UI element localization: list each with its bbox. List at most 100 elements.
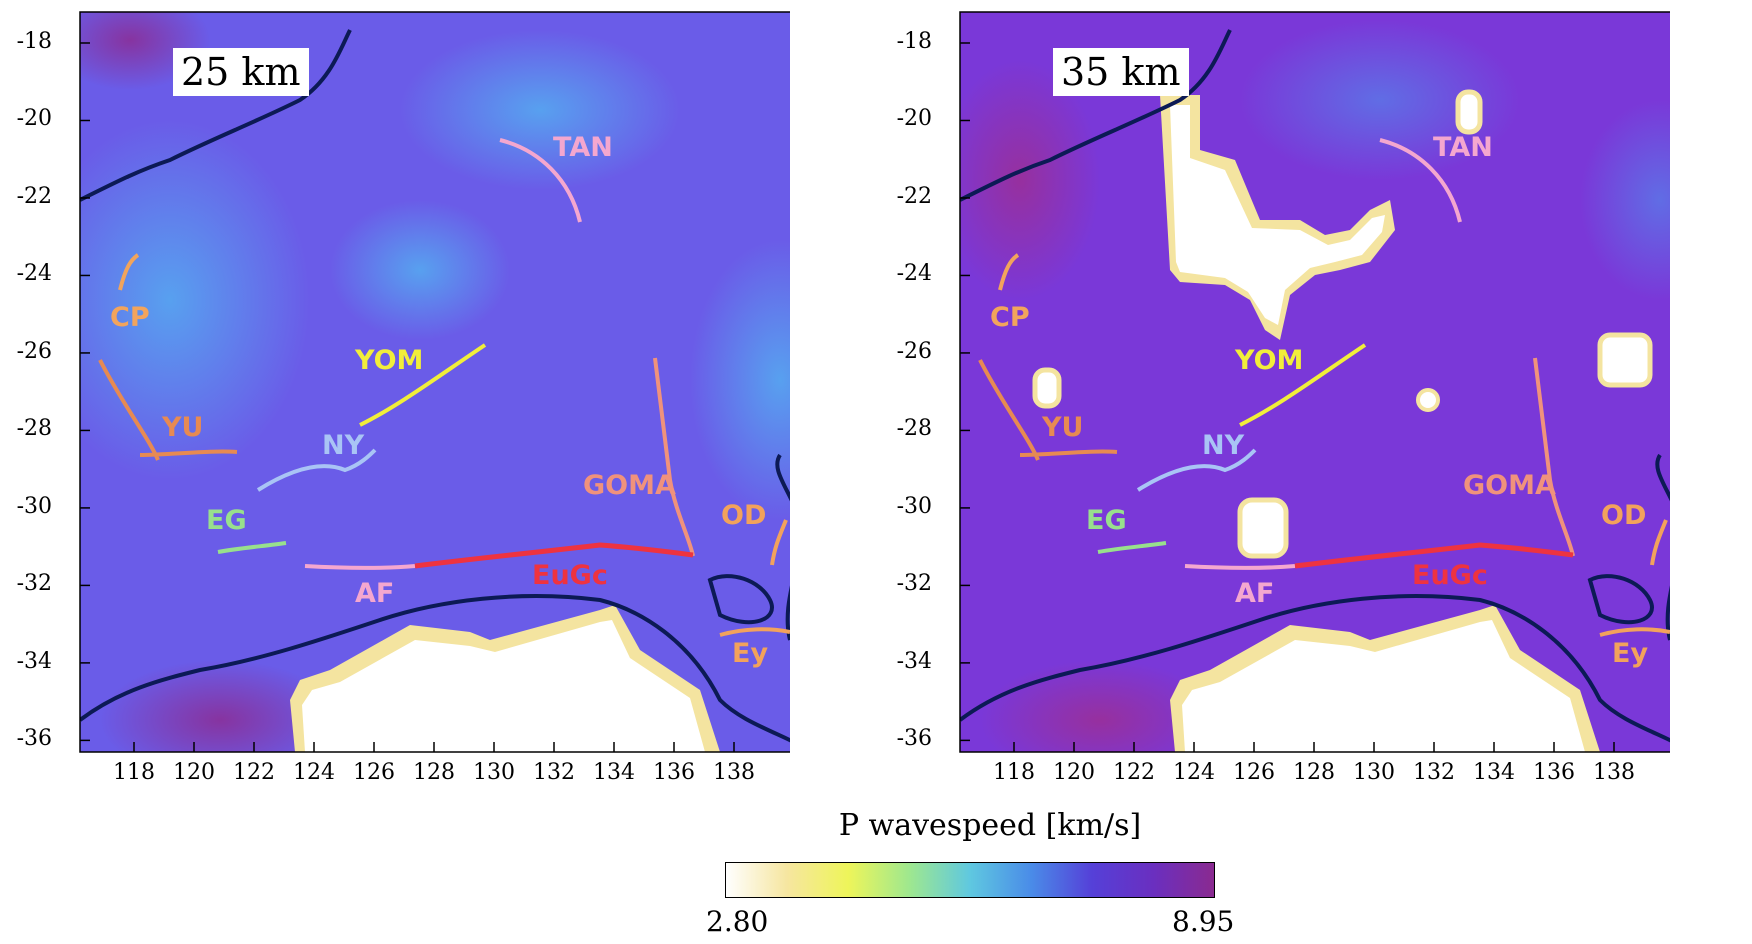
feature-label-af: AF [1235,578,1275,609]
coastline [707,574,774,625]
yu-trace [978,359,1118,461]
y-tick-label: -20 [16,106,52,132]
eg-trace [1097,541,1167,554]
slow-anomaly [980,660,1220,752]
y-tick-label: -18 [896,28,932,54]
feature-label-od: OD [721,500,767,531]
fast-anomaly [690,240,790,520]
yom-trace [359,343,487,427]
y-tick-label: -26 [16,338,52,364]
map-panel-35km: 35 km -18 -20 -22 -24 -26 -28 -30 -32 -34 -36 118 1… [880,0,1670,785]
y-tick-label: -34 [16,648,52,674]
x-tick-label: 136 [1533,760,1575,785]
feature-label-yu: YU [1042,412,1084,443]
slow-anomaly [100,660,340,752]
x-tick-label: 134 [593,760,635,785]
low-velocity-patch [1032,367,1062,409]
x-tick-label: 120 [1053,760,1095,785]
ey-trace [1599,627,1670,637]
x-tick-label: 118 [993,760,1035,785]
depth-label: 35 km [1053,48,1189,96]
x-tick-label: 134 [1473,760,1515,785]
y-tick-label: -36 [896,726,932,752]
ey-trace [719,627,790,637]
y-tick-label: -30 [16,493,52,519]
feature-label-goma: GOMA [1463,470,1556,501]
y-tick-label: -20 [896,106,932,132]
fast-anomaly [1240,20,1520,180]
feature-label-af: AF [355,578,395,609]
coastline [1655,453,1670,641]
od-trace [1650,519,1668,566]
y-tick-label: -36 [16,726,52,752]
low-velocity-patch [1237,497,1289,559]
colorbar-title: P wavespeed [km/s] [838,808,1142,843]
y-tick-label: -22 [16,183,52,209]
fast-anomaly [330,200,510,340]
colorbar-max-label: 8.95 [1172,905,1235,938]
low-velocity-patch [1170,105,1385,325]
feature-label-cp: CP [110,302,150,333]
feature-label-eg: EG [1086,505,1127,536]
y-tick-label: -18 [16,28,52,54]
feature-label-od: OD [1601,500,1647,531]
x-tick-label: 124 [293,760,335,785]
slow-anomaly [960,60,1100,300]
ny-trace [1136,448,1257,492]
tan-trace [499,138,582,223]
eg-trace [217,541,287,554]
coastline [80,29,790,743]
x-tick-label: 138 [1593,760,1635,785]
low-velocity-halo [1160,95,1395,340]
yu-trace [98,359,238,461]
feature-label-eugc: EuGc [1412,560,1488,591]
feature-label-ey: Ey [732,638,769,669]
y-tick-label: -34 [896,648,932,674]
y-tick-label: -22 [896,183,932,209]
x-tick-label: 136 [653,760,695,785]
y-tick-label: -24 [16,261,52,287]
eugc-trace [414,542,694,569]
x-tick-label: 130 [1353,760,1395,785]
x-tick-label: 128 [1293,760,1335,785]
y-tick-label: -24 [896,261,932,287]
feature-label-ey: Ey [1612,638,1649,669]
map-panel-25km: 25 km -18 -20 -22 -24 -26 -28 -30 -32 -34 -36 118 1… [0,0,790,785]
yom-trace [1239,343,1367,427]
feature-label-yom: YOM [355,345,424,376]
y-tick-label: -30 [896,493,932,519]
od-trace [770,519,788,566]
cp-trace [118,253,140,291]
low-velocity-patch [1416,388,1440,412]
feature-label-yu: YU [162,412,204,443]
x-tick-label: 130 [473,760,515,785]
x-tick-label: 132 [533,760,575,785]
low-velocity-patch [1455,89,1483,135]
coastline [775,453,790,641]
feature-label-eg: EG [206,505,247,536]
feature-label-tan: TAN [1433,132,1493,163]
depth-label: 25 km [173,48,309,96]
colorbar-min-label: 2.80 [706,905,769,938]
x-tick-label: 124 [1173,760,1215,785]
low-velocity-patch [302,620,705,752]
colorbar [725,862,1215,898]
feature-label-cp: CP [990,302,1030,333]
fast-anomaly [1580,100,1670,300]
y-tick-label: -26 [896,338,932,364]
fast-anomaly [80,120,310,480]
x-tick-label: 120 [173,760,215,785]
y-tick-label: -32 [16,571,52,597]
feature-label-tan: TAN [553,132,613,163]
fast-anomaly [400,30,680,190]
ny-trace [256,448,377,492]
x-tick-label: 138 [713,760,755,785]
x-tick-label: 122 [1113,760,1155,785]
goma-trace [1533,357,1575,557]
x-tick-label: 126 [1233,760,1275,785]
feature-label-ny: NY [1202,430,1245,461]
feature-label-ny: NY [322,430,365,461]
tan-trace [1379,138,1462,223]
low-velocity-patch [1597,332,1653,388]
low-velocity-patch [1182,620,1585,752]
